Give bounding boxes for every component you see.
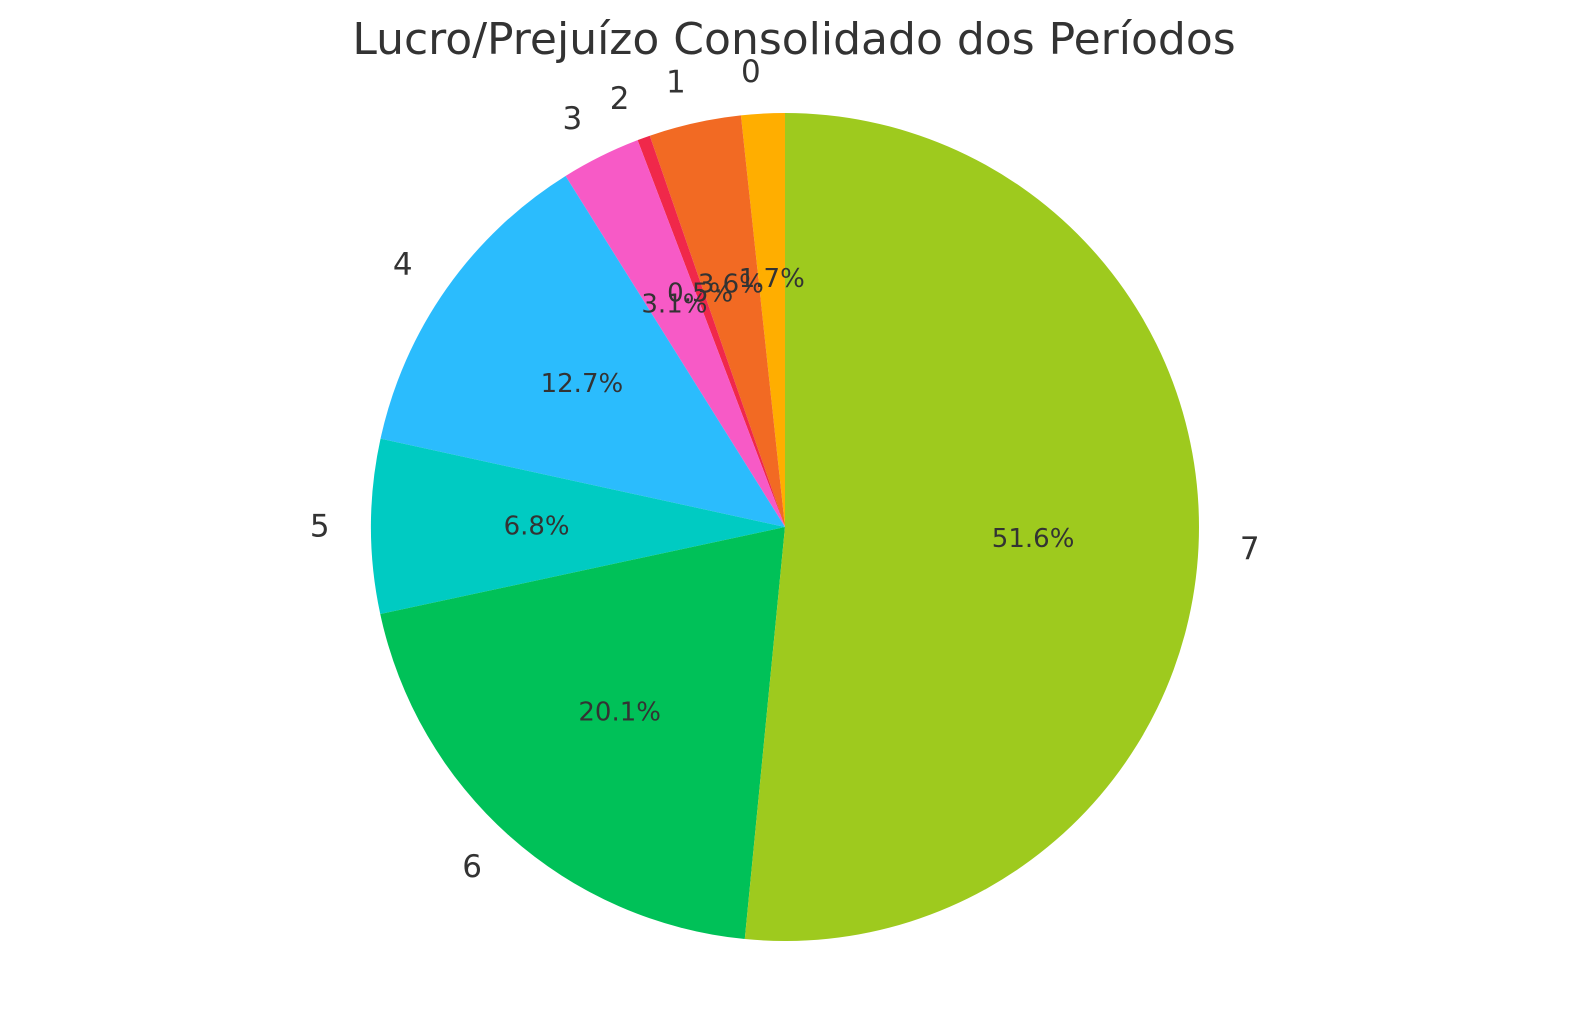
slice-pct-7: 51.6%	[992, 524, 1075, 554]
pie-slice-2	[637, 135, 785, 527]
slice-pct-5: 6.8%	[504, 512, 570, 542]
pie-labels: 0 1.7% 1 3.6% 2 0.5% 3 3.1% 4 12.7% 5 6.8% 6 20.1% 7 51…	[310, 54, 1260, 885]
slice-pct-6: 20.1%	[578, 697, 661, 727]
slice-label-4: 4	[393, 247, 413, 283]
slice-label-6: 6	[462, 849, 482, 885]
slice-label-3: 3	[563, 101, 583, 137]
pie-slice-0	[740, 113, 785, 527]
slice-pct-1: 3.6%	[698, 270, 764, 300]
slice-label-0: 0	[741, 54, 761, 90]
slice-pct-4: 12.7%	[541, 369, 624, 399]
pie-slice-1	[649, 115, 785, 527]
slice-label-2: 2	[610, 81, 630, 117]
slice-pct-0: 1.7%	[739, 264, 805, 294]
pie-slice-3	[565, 140, 785, 527]
slice-label-5: 5	[310, 508, 330, 544]
pie-slice-7	[744, 113, 1200, 942]
slice-pct-2: 0.5%	[667, 279, 733, 309]
chart-title: Lucro/Prejuízo Consolidado dos Períodos	[352, 14, 1235, 65]
pie-slice-4	[380, 175, 785, 527]
slice-pct-3: 3.1%	[641, 290, 707, 320]
pie-slices	[371, 113, 1200, 942]
pie-slice-6	[380, 527, 785, 940]
pie-slice-5	[371, 438, 785, 615]
slice-label-1: 1	[666, 65, 686, 101]
slice-label-7: 7	[1240, 531, 1260, 567]
